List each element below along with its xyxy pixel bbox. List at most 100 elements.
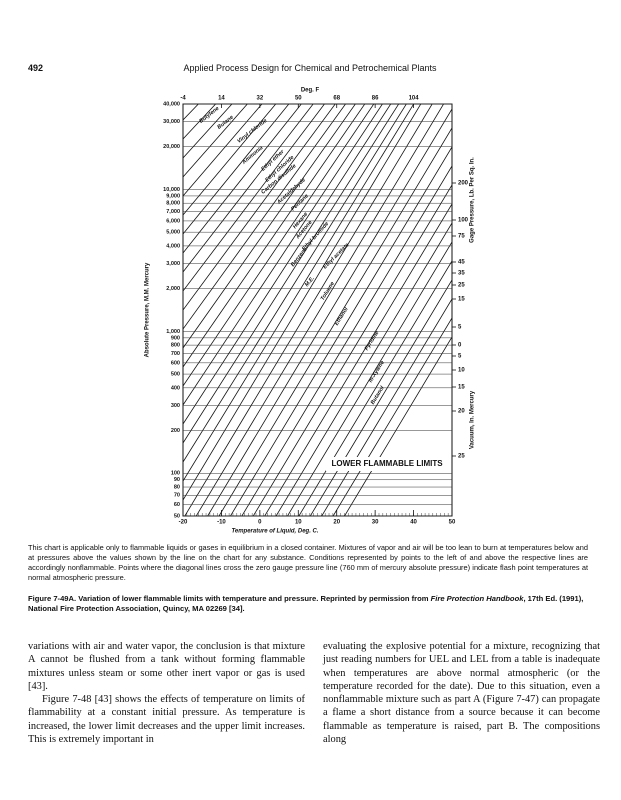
gauge-axis-title: Gage Pressure, Lb. Per Sq. In. bbox=[470, 157, 476, 243]
gauge-tick-label: 5 bbox=[458, 325, 462, 331]
top-tick-label: 32 bbox=[257, 96, 264, 102]
page-number: 492 bbox=[28, 63, 44, 73]
caption-text: Variation of lower flammable limits with… bbox=[78, 594, 429, 603]
diagonal-lines bbox=[183, 104, 452, 516]
body-right-column: evaluating the explosive potential for a… bbox=[323, 640, 600, 746]
figure: Deg. F Absolute Pressure, M.M. Mercury G… bbox=[145, 88, 476, 535]
annotation-backdrop bbox=[326, 457, 448, 471]
substance-line bbox=[183, 104, 415, 482]
y-tick-label: 2,000 bbox=[166, 286, 180, 292]
body-left-column: variations with air and water vapor, the… bbox=[28, 640, 305, 746]
caption-label: Figure 7-49A. bbox=[28, 594, 77, 603]
vacuum-tick-label: 5 bbox=[458, 354, 462, 360]
substance-line bbox=[344, 336, 452, 516]
x-tick-label: 40 bbox=[410, 520, 417, 526]
substance-line bbox=[183, 104, 325, 292]
y-tick-label: 6,000 bbox=[166, 218, 180, 224]
x-tick-label: -10 bbox=[217, 520, 226, 526]
y-tick-label: 50 bbox=[174, 513, 180, 519]
y-tick-label: 80 bbox=[174, 484, 180, 490]
substance-line bbox=[183, 104, 217, 140]
substance-line bbox=[229, 146, 452, 516]
y-tick-label: 3,000 bbox=[166, 261, 180, 267]
caption-source-title: Fire Protection Handbook bbox=[430, 594, 524, 603]
y-tick-label: 10,000 bbox=[163, 187, 180, 193]
x-tick-label: 20 bbox=[333, 520, 340, 526]
paragraph: variations with air and water vapor, the… bbox=[28, 641, 305, 692]
y-tick-label: 70 bbox=[174, 493, 180, 499]
substance-line bbox=[321, 298, 452, 516]
top-tick-label: 50 bbox=[295, 96, 302, 102]
vacuum-tick-label: 20 bbox=[458, 409, 465, 415]
gauge-tick-label: 75 bbox=[458, 234, 465, 240]
y-tick-label: 60 bbox=[174, 502, 180, 508]
x-tick-label: 50 bbox=[449, 520, 456, 526]
substance-label: Pyridine bbox=[364, 330, 381, 352]
substance-line bbox=[183, 104, 400, 444]
running-title: Applied Process Design for Chemical and … bbox=[183, 63, 437, 73]
substance-line bbox=[183, 104, 347, 330]
substance-line bbox=[252, 184, 452, 516]
substance-line bbox=[183, 104, 290, 235]
y-tick-label: 700 bbox=[171, 351, 180, 357]
substance-line bbox=[218, 127, 452, 516]
gauge-tick-label: 200 bbox=[458, 181, 469, 187]
y-tick-label: 800 bbox=[171, 343, 180, 349]
left-axis-title: Absolute Pressure, M.M. Mercury bbox=[145, 262, 151, 357]
gauge-tick-label: 100 bbox=[458, 218, 469, 224]
substance-line bbox=[275, 222, 452, 516]
vacuum-axis-title: Vacuum, In. Mercury bbox=[470, 390, 476, 449]
substance-line bbox=[183, 104, 314, 273]
y-tick-label: 4,000 bbox=[166, 243, 180, 249]
gauge-tick-label: 35 bbox=[458, 271, 465, 277]
vacuum-tick-label: 25 bbox=[458, 454, 465, 460]
substance-line bbox=[183, 104, 248, 178]
y-tick-label: 5,000 bbox=[166, 230, 180, 236]
bottom-axis-title: Temperature of Liquid, Deg. C. bbox=[231, 529, 318, 535]
y-tick-label: 40,000 bbox=[163, 101, 180, 107]
substance-line bbox=[183, 104, 302, 254]
y-tick-label: 7,000 bbox=[166, 209, 180, 215]
gauge-tick-label: 15 bbox=[458, 297, 465, 303]
substance-label: Toluene bbox=[320, 281, 336, 302]
top-axis-title: Deg. F bbox=[301, 88, 320, 94]
y-tick-label: 30,000 bbox=[163, 119, 180, 125]
y-tick-label: 9,000 bbox=[166, 193, 180, 199]
y-tick-label: 500 bbox=[171, 372, 180, 378]
y-tick-label: 90 bbox=[174, 477, 180, 483]
y-tick-label: 600 bbox=[171, 360, 180, 366]
substance-line bbox=[195, 104, 445, 516]
gauge-tick-label: 45 bbox=[458, 260, 465, 266]
top-tick-label: 14 bbox=[218, 96, 225, 102]
y-tick-label: 1,000 bbox=[166, 329, 180, 335]
substance-line bbox=[183, 104, 356, 349]
gauge-tick-label: 25 bbox=[458, 283, 465, 289]
paragraph: Figure 7-48 [43] shows the effects of te… bbox=[28, 694, 305, 746]
figure-caption: Figure 7-49A. Variation of lower flammab… bbox=[28, 594, 588, 614]
top-tick-label: 68 bbox=[333, 96, 340, 102]
substance-line bbox=[298, 260, 452, 516]
substance-label: Ethanol bbox=[334, 306, 350, 327]
substance-line bbox=[183, 104, 383, 406]
substance-line bbox=[183, 104, 336, 311]
substance-line bbox=[183, 104, 392, 425]
substance-line bbox=[241, 165, 452, 516]
substance-line bbox=[183, 104, 422, 501]
x-tick-label: 30 bbox=[372, 520, 379, 526]
y-tick-label: 20,000 bbox=[163, 144, 180, 150]
substance-line bbox=[183, 104, 263, 197]
y-tick-label: 900 bbox=[171, 335, 180, 341]
substance-line bbox=[184, 104, 433, 516]
x-tick-label: 0 bbox=[258, 520, 262, 526]
annotation: LOWER FLAMMABLE LIMITS bbox=[331, 459, 443, 468]
substance-label: m-Xylene bbox=[368, 360, 386, 384]
substance-line bbox=[207, 108, 452, 516]
top-tick-label: 104 bbox=[409, 96, 420, 102]
paragraph: evaluating the explosive potential for a… bbox=[323, 641, 600, 746]
substance-line bbox=[287, 241, 452, 516]
y-tick-label: 300 bbox=[171, 403, 180, 409]
substance-line bbox=[309, 279, 452, 516]
substance-line bbox=[183, 104, 407, 463]
substance-line bbox=[183, 104, 233, 159]
